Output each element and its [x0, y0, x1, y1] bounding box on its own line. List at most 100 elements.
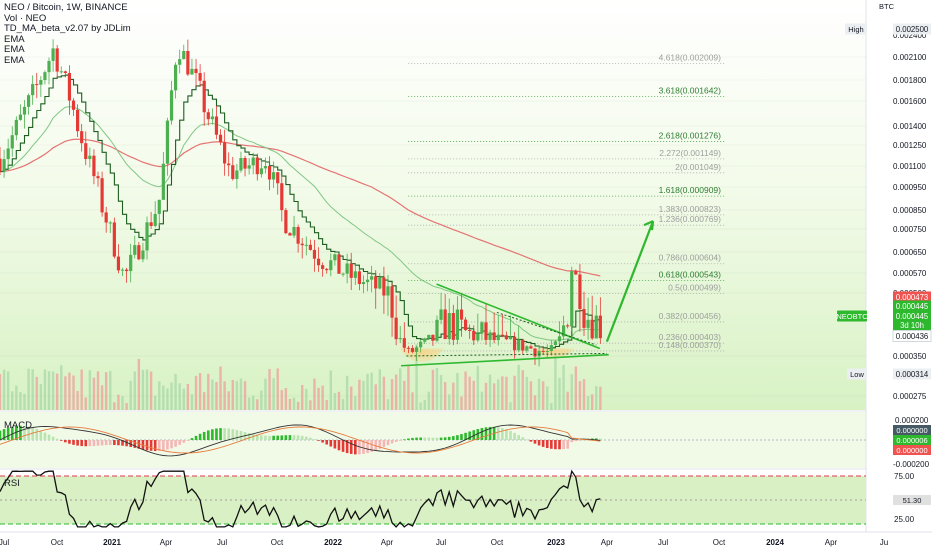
volume-bar [345, 375, 349, 410]
macd-histogram-bar [227, 428, 231, 440]
candle-body [427, 334, 431, 339]
candle-body [161, 163, 165, 200]
macd-histogram-bar [264, 435, 267, 440]
time-axis-bg [0, 532, 932, 550]
candle-body [239, 158, 243, 171]
indicator-td-ma[interactable]: TD_MA_beta_v2.07 by JDLim [4, 23, 131, 34]
volume-bar [537, 378, 541, 410]
macd-histogram-bar [488, 426, 492, 440]
volume-bar [386, 399, 390, 410]
candle-body [321, 265, 325, 269]
volume-bar [243, 381, 247, 410]
macd-histogram-bar [509, 430, 512, 440]
volume-bar [321, 385, 324, 410]
price-badge-value: 0.000314 [896, 370, 929, 379]
macd-histogram-bar [558, 440, 561, 450]
fib-level-label: 3.618(0.001642) [659, 85, 722, 95]
candle-body [443, 309, 447, 340]
candle-body [206, 112, 210, 120]
macd-histogram-bar [174, 440, 177, 447]
indicator-volume[interactable]: Vol · NEO [4, 12, 47, 24]
macd-histogram-bar [170, 440, 173, 449]
volume-bar [460, 396, 463, 410]
macd-title[interactable]: MACD [4, 420, 32, 431]
ema-fast-line [0, 106, 601, 341]
volume-bar [211, 379, 214, 410]
volume-bar [513, 375, 516, 410]
candle-body [63, 71, 67, 74]
macd-histogram-bar [496, 427, 500, 440]
macd-histogram-bar [117, 440, 120, 446]
candle-body [304, 244, 308, 246]
macd-histogram-bar [157, 440, 161, 451]
candle-body [141, 250, 145, 260]
volume-bar [260, 390, 263, 410]
fib-level-label: 0.382(0.000456) [659, 311, 722, 321]
price-axis-tick: 0.001800 [893, 76, 927, 85]
resistance-trendline [436, 283, 601, 350]
volume-bar [525, 376, 529, 410]
macd-histogram-bar [166, 440, 169, 450]
volume-bar [170, 382, 173, 410]
indicator-ema-2[interactable]: EMA [4, 44, 25, 55]
macd-histogram-bar [304, 436, 308, 440]
candle-body [6, 148, 10, 160]
candle-body [484, 322, 488, 340]
macd-histogram-bar [137, 440, 141, 449]
volume-bar [153, 395, 157, 410]
price-badge-bg [893, 319, 931, 331]
volume-bar [550, 403, 553, 410]
volume-bar [137, 358, 141, 410]
volume-bar [423, 399, 426, 410]
macd-histogram-bar [525, 439, 529, 441]
volume-bar [227, 391, 230, 410]
indicator-ema-3[interactable]: EMA [4, 54, 25, 66]
candle-body [496, 334, 500, 341]
volume-bar [219, 366, 222, 410]
macd-histogram-bar [370, 440, 373, 452]
volume-bar [194, 375, 198, 410]
volume-bar [586, 396, 590, 410]
macd-histogram-bar [386, 440, 390, 446]
candle-body [120, 269, 125, 271]
price-badge-bg [893, 368, 931, 380]
macd-histogram-bar [92, 440, 96, 447]
volume-bar [104, 372, 108, 410]
volume-bar [317, 387, 320, 410]
candle-body [517, 339, 521, 351]
macd-value-badge [893, 445, 931, 455]
macd-histogram-bar [562, 440, 565, 450]
candle-body [463, 319, 468, 331]
rsi-title[interactable]: RSI [4, 478, 20, 489]
macd-histogram-bar [329, 440, 333, 447]
candle-body [590, 319, 594, 339]
candle-body [431, 334, 435, 341]
macd-histogram-bar [309, 437, 312, 440]
candle-body [55, 48, 59, 72]
volume-bar [574, 366, 578, 410]
candle-body [423, 338, 427, 342]
candle-body [276, 172, 280, 184]
volume-bar [582, 379, 586, 410]
macd-histogram-bar [476, 429, 480, 440]
candle-body [378, 277, 382, 289]
symbol-title[interactable]: NEO / Bitcoin, 1W, BINANCE [4, 2, 128, 13]
volume-bar [109, 370, 112, 410]
volume-bar [125, 403, 128, 410]
macd-histogram-bar [276, 435, 280, 440]
volume-bar [288, 398, 292, 410]
macd-histogram-bar [235, 430, 239, 440]
candle-body [353, 271, 357, 278]
indicator-ema-1[interactable]: EMA [4, 33, 25, 45]
volume-bar [27, 368, 30, 410]
volume-bar [264, 378, 267, 410]
candle-body [71, 100, 76, 110]
volume-bar [276, 368, 279, 410]
volume-bar [223, 381, 226, 410]
volume-bar [419, 402, 422, 410]
time-axis-label: Jul [658, 538, 668, 547]
macd-histogram-bar [517, 434, 520, 440]
macd-axis-tick: -0.000200 [893, 460, 930, 469]
candle-body [292, 227, 296, 236]
